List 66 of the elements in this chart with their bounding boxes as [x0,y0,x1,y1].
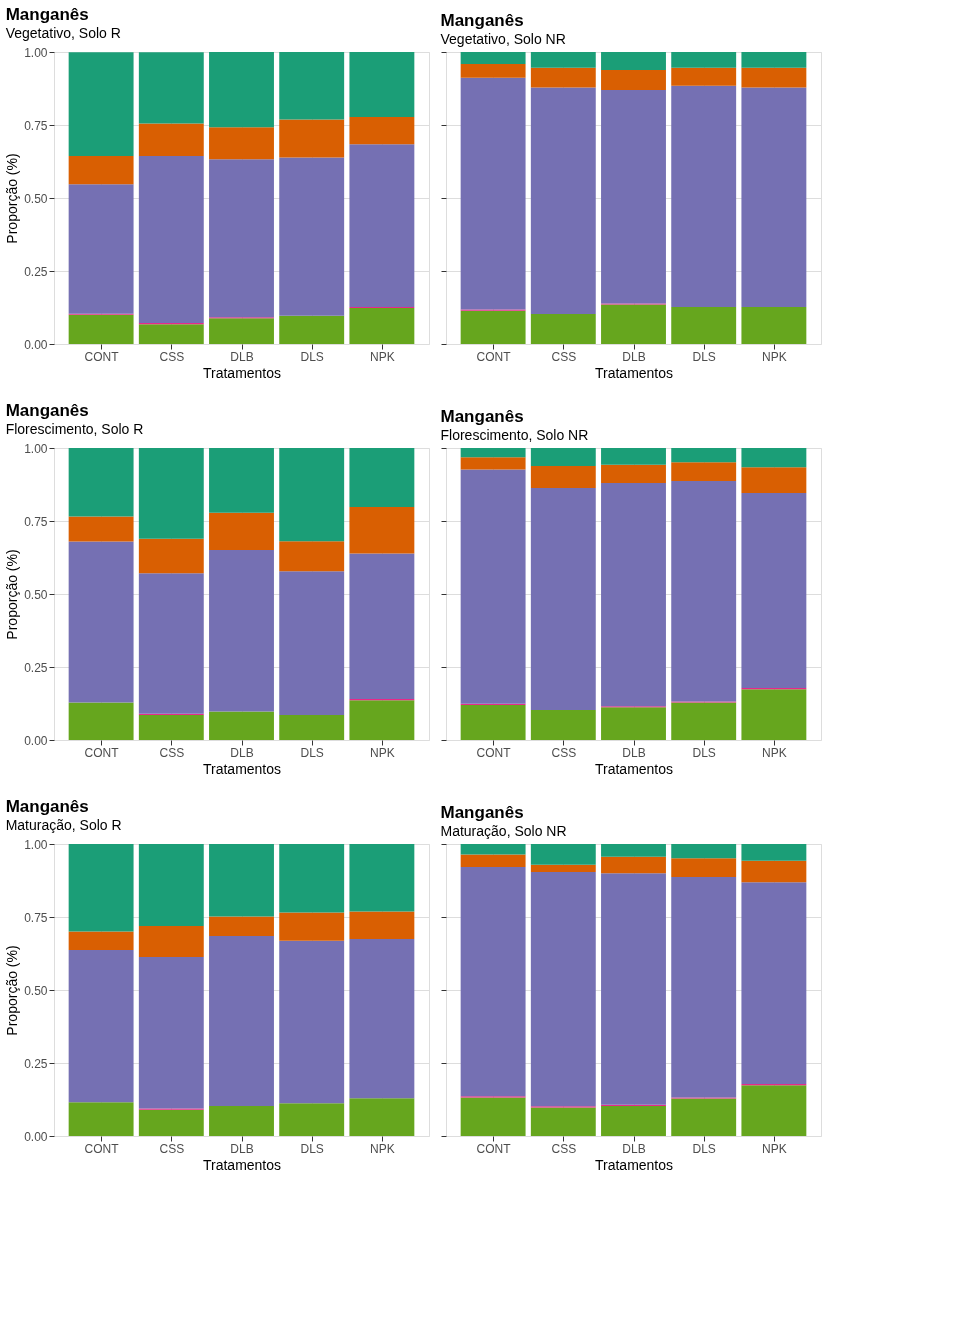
x-axis-title: Tratamentos [202,760,282,777]
y-tick-label: 0.00 [24,337,48,352]
x-axis-title: Tratamentos [594,364,674,381]
chart-subtitle: Florescimento, Solo R [5,421,144,437]
x-tick-label: NPK [762,1141,787,1156]
x-tick-label: NPK [762,745,787,760]
x-tick-label: CSS [159,1141,185,1156]
x-tick-label: DLS [300,349,324,364]
chart-title: Manganês [5,5,89,24]
x-tick-label: NPK [370,1141,395,1156]
x-axis-title: Tratamentos [202,364,282,381]
x-tick-label: CONT [476,745,512,760]
chart-subtitle: Maturação, Solo R [5,817,122,833]
y-tick-label: 0.75 [24,910,48,925]
y-tick-label: 0.25 [24,264,48,279]
x-tick-label: CONT [476,349,512,364]
chart-title: Manganês [440,10,524,30]
y-axis-title: Proporção (%) [4,945,21,1036]
x-tick-label: DLB [622,349,646,364]
chart-subtitle: Maturação, Solo NR [440,822,567,839]
x-tick-label: CSS [159,349,185,364]
x-tick-label: DLS [692,745,716,760]
y-tick-label: 0.00 [24,733,48,748]
y-tick-label: 0.75 [24,514,48,529]
x-tick-label: DLS [692,1141,716,1156]
y-axis-title: Proporção (%) [4,549,21,640]
chart-subtitle: Vegetativo, Solo R [5,25,121,41]
chart-title: Manganês [440,406,524,426]
y-axis-title: Proporção (%) [4,153,21,244]
x-tick-label: DLB [230,745,254,760]
x-tick-label: DLB [230,349,254,364]
x-tick-label: CSS [551,745,577,760]
x-tick-label: DLS [300,1141,324,1156]
x-tick-label: CSS [159,745,185,760]
x-tick-label: NPK [762,349,787,364]
chart-title: Manganês [5,797,89,816]
x-tick-label: DLB [622,745,646,760]
y-tick-label: 0.75 [24,118,48,133]
x-tick-label: CONT [84,349,120,364]
x-tick-label: DLS [300,745,324,760]
x-tick-label: CONT [84,1141,120,1156]
y-tick-label: 1.00 [24,441,48,456]
chart-title: Manganês [440,802,524,822]
x-tick-label: CONT [84,745,120,760]
y-tick-label: 1.00 [24,45,48,60]
x-tick-label: CSS [551,349,577,364]
y-tick-label: 0.25 [24,660,48,675]
y-tick-label: 0.00 [24,1129,48,1144]
y-tick-label: 0.50 [24,983,48,998]
x-tick-label: DLB [230,1141,254,1156]
x-axis-title: Tratamentos [202,1156,282,1173]
x-axis-title: Tratamentos [594,760,674,777]
x-tick-label: DLS [692,349,716,364]
chart-title: Manganês [5,401,89,420]
x-tick-label: DLB [622,1141,646,1156]
x-tick-label: NPK [370,349,395,364]
y-tick-label: 0.50 [24,587,48,602]
x-axis-title: Tratamentos [594,1156,674,1173]
x-tick-label: CONT [476,1141,512,1156]
chart-subtitle: Florescimento, Solo NR [440,426,589,443]
x-tick-label: CSS [551,1141,577,1156]
chart-subtitle: Vegetativo, Solo NR [440,30,566,47]
x-tick-label: NPK [370,745,395,760]
y-tick-label: 0.25 [24,1056,48,1071]
y-tick-label: 0.50 [24,191,48,206]
y-tick-label: 1.00 [24,837,48,852]
